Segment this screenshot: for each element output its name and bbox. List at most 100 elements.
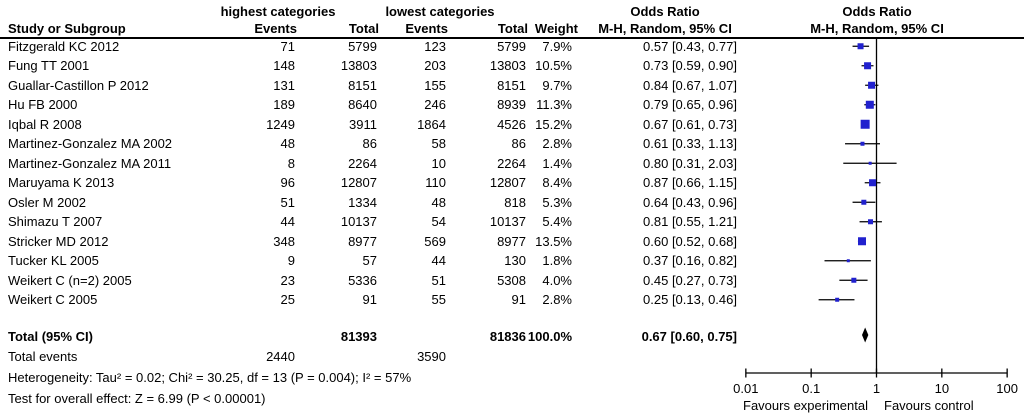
events-highest-value: 44	[280, 214, 295, 229]
or-ci-text: 0.57 [0.43, 0.77]	[643, 38, 737, 54]
effect-marker	[861, 199, 867, 205]
total-lowest-value: 818	[504, 194, 526, 210]
or-ci-text: 0.84 [0.67, 1.07]	[643, 77, 737, 93]
or-ci-text: 0.87 [0.66, 1.15]	[643, 175, 737, 190]
effect-marker	[868, 219, 874, 225]
events-highest-value: 131	[273, 77, 295, 93]
effect-marker	[846, 259, 850, 263]
or-ci-text: 0.61 [0.33, 1.13]	[643, 136, 737, 151]
study-label: Guallar-Castillon P 2012	[8, 77, 149, 93]
events-highest-value: 348	[273, 233, 295, 249]
effect-marker	[858, 237, 867, 246]
x-axis-tick-label: 0.01	[733, 381, 759, 396]
total-highest-value: 86	[362, 136, 377, 151]
or-ci-text: 0.60 [0.52, 0.68]	[643, 233, 737, 249]
events-lowest-value: 246	[424, 97, 446, 112]
weight-value: 10.5%	[535, 58, 572, 73]
or-ci-text: 0.67 [0.61, 0.73]	[643, 116, 737, 132]
total-highest-value: 12807	[340, 175, 377, 190]
total-lowest-value: 5308	[497, 272, 526, 288]
total-events-lowest: 3590	[417, 349, 446, 364]
x-axis-tick-label: 0.1	[802, 381, 821, 396]
events-highest-value: 23	[280, 272, 295, 288]
total-highest-value: 1334	[348, 194, 377, 210]
weight-value: 5.4%	[542, 214, 572, 229]
events-lowest-value: 110	[425, 175, 446, 190]
events-highest-value: 71	[280, 38, 295, 54]
events-highest-header: Events	[254, 21, 297, 36]
events-lowest-value: 10	[431, 155, 446, 171]
study-label: Hu FB 2000	[8, 97, 78, 112]
effect-marker	[851, 277, 857, 283]
events-lowest-value: 54	[431, 214, 446, 229]
total-weight: 100.0%	[527, 329, 572, 344]
effect-marker	[835, 297, 840, 302]
or-plot-column-title: Odds Ratio	[842, 4, 912, 19]
total-lowest-value: 91	[511, 292, 526, 307]
total-lowest-value: 5799	[497, 38, 526, 54]
events-lowest-value: 48	[431, 194, 446, 210]
events-highest-value: 51	[280, 194, 295, 210]
total-highest-value: 5799	[348, 38, 377, 54]
events-highest-value: 1249	[266, 116, 295, 132]
or-ci-text: 0.25 [0.13, 0.46]	[643, 292, 737, 307]
favours-left-label: Favours experimental	[743, 398, 868, 413]
total-lowest-value: 130	[504, 253, 526, 268]
study-label: Fitzgerald KC 2012	[8, 38, 120, 54]
study-label: Tucker KL 2005	[8, 253, 99, 268]
effect-marker	[860, 141, 865, 146]
events-highest-value: 148	[273, 58, 295, 73]
study-label: Martinez-Gonzalez MA 2011	[8, 155, 172, 171]
weight-value: 1.8%	[542, 253, 572, 268]
total-highest-sum: 81393	[340, 329, 377, 344]
study-column-header: Study or Subgroup	[8, 21, 126, 36]
study-label: Martinez-Gonzalez MA 2002	[8, 136, 173, 151]
total-highest-value: 13803	[340, 58, 377, 73]
effect-marker	[860, 119, 870, 129]
total-lowest-sum: 81836	[489, 329, 526, 344]
total-highest-value: 8640	[348, 97, 377, 112]
weight-value: 15.2%	[535, 116, 572, 132]
events-highest-value: 25	[280, 292, 295, 307]
total-lowest-value: 4526	[497, 116, 526, 132]
events-highest-value: 96	[280, 175, 295, 190]
total-lowest-header: Total	[497, 21, 528, 36]
weight-value: 4.0%	[542, 272, 572, 288]
total-highest-value: 91	[362, 292, 377, 307]
or-ci-text: 0.45 [0.27, 0.73]	[643, 272, 737, 288]
x-axis-tick-label: 10	[934, 381, 950, 396]
heterogeneity-text: Heterogeneity: Tau² = 0.02; Chi² = 30.25…	[8, 370, 412, 385]
total-lowest-value: 8977	[497, 233, 526, 249]
total-lowest-value: 8151	[497, 77, 526, 93]
weight-value: 8.4%	[542, 175, 572, 190]
study-label: Maruyama K 2013	[8, 175, 115, 190]
events-lowest-value: 123	[424, 38, 446, 54]
events-highest-value: 9	[287, 253, 295, 268]
events-lowest-value: 44	[431, 253, 446, 268]
total-highest-header: Total	[348, 21, 379, 36]
effect-marker	[868, 161, 872, 165]
total-highest-value: 8977	[348, 233, 377, 249]
group-header-lowest: lowest categories	[385, 4, 495, 19]
events-lowest-header: Events	[405, 21, 448, 36]
total-row-label: Total (95% CI)	[8, 329, 93, 344]
effect-marker	[865, 100, 874, 109]
total-highest-value: 5336	[348, 272, 377, 288]
x-axis-tick-label: 1	[872, 381, 881, 396]
study-label: Fung TT 2001	[8, 58, 90, 73]
events-lowest-value: 569	[424, 233, 446, 249]
weight-value: 2.8%	[542, 136, 572, 151]
total-lowest-value: 86	[511, 136, 526, 151]
events-lowest-value: 51	[431, 272, 446, 288]
or-ci-text: 0.73 [0.59, 0.90]	[643, 58, 737, 73]
or-ci-text: 0.79 [0.65, 0.96]	[643, 97, 737, 112]
total-highest-value: 57	[362, 253, 377, 268]
weight-value: 5.3%	[542, 194, 572, 210]
or-ci-text: 0.80 [0.31, 2.03]	[643, 155, 737, 171]
total-highest-value: 2264	[348, 155, 377, 171]
total-highest-value: 8151	[348, 77, 377, 93]
weight-value: 11.3%	[536, 97, 572, 112]
total-lowest-value: 2264	[497, 155, 526, 171]
study-label: Weikert C (n=2) 2005	[8, 272, 132, 288]
